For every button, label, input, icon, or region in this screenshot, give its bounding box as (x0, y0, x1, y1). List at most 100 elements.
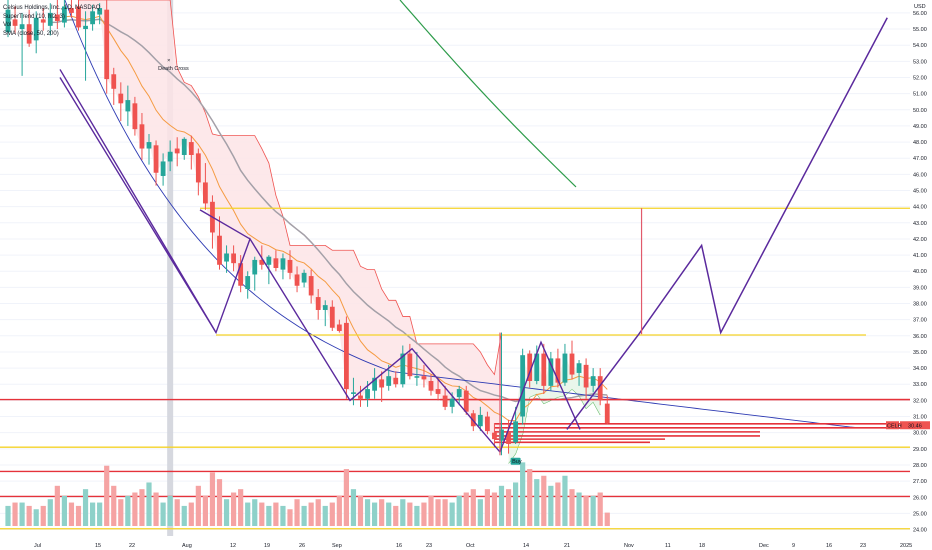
volume-bar (597, 492, 603, 526)
volume-bar (90, 502, 96, 526)
price-tick-label: 48.00 (913, 140, 927, 146)
volume-bar (54, 485, 60, 526)
price-tick-label: 27.00 (913, 479, 927, 485)
candle-body (358, 395, 363, 399)
candle-body (421, 376, 427, 380)
volume-bar (26, 505, 32, 526)
chart-legend: Celsius Holdings, Inc., 1D, NASDAQ Super… (3, 4, 100, 38)
time-tick-label: 22 (129, 543, 135, 549)
price-tick-label: 53.00 (913, 59, 927, 65)
candle-body (259, 259, 265, 265)
volume-bar (435, 499, 441, 526)
candle-body (69, 8, 74, 13)
candle-body (548, 358, 554, 386)
volume-bar (167, 495, 173, 526)
price-tick-label: 42.00 (913, 237, 927, 243)
price-tick-label: 24.00 (913, 528, 927, 534)
candle-body (224, 253, 229, 262)
time-tick-label: Oct (466, 543, 475, 549)
price-tick-label: 50.00 (913, 108, 927, 114)
volume-bar (125, 495, 131, 526)
volume-bar (245, 502, 251, 526)
price-axis: USD 24.00 25.00 26.00 27.00 28.00 29.00 30.00 31… (886, 0, 932, 550)
price-tick-label: 28.00 (913, 463, 927, 469)
price-tick-label: 25.00 (913, 511, 927, 517)
candle-body (562, 353, 568, 383)
volume-bar (421, 502, 427, 526)
candles (5, 0, 610, 456)
price-tag-label: 30.46 (908, 424, 922, 430)
volume-bar (19, 502, 25, 526)
volume-bar (498, 485, 505, 526)
candle-body (365, 389, 370, 399)
time-tick-label: 9 (792, 543, 795, 549)
candle-body (273, 258, 279, 268)
candle-body (569, 353, 575, 375)
candle-body (527, 353, 533, 382)
candle-body (492, 432, 497, 440)
death-cross-band (167, 0, 174, 536)
candle-body (62, 6, 67, 23)
price-tick-label: 29.00 (913, 447, 927, 453)
candle-body (294, 274, 300, 286)
candle-body (336, 324, 342, 331)
volume-bar (111, 485, 117, 526)
candle-body (372, 377, 377, 391)
volume-bar (491, 492, 498, 526)
volume-bar (160, 502, 166, 526)
price-tick-label: 37.00 (913, 318, 927, 324)
volume-bar (336, 495, 342, 526)
price-tick-label: 31.00 (913, 415, 927, 421)
candle-body (40, 19, 46, 23)
candle-body (160, 161, 166, 176)
volume-bar (68, 502, 75, 526)
volume-bar (562, 475, 568, 526)
candle-body (520, 355, 526, 417)
volume-bar (505, 489, 512, 526)
candle-body (301, 272, 307, 283)
volume-bar (266, 505, 272, 526)
candle-body (203, 182, 208, 204)
candle-body (322, 305, 328, 310)
candle-body (287, 259, 293, 273)
candle-body (555, 358, 561, 383)
price-tick-label: 56.00 (913, 11, 927, 17)
price-tick-label: 55.00 (913, 27, 927, 33)
time-tick-label: 12 (230, 543, 236, 549)
volume-bar (287, 509, 293, 526)
volume-bar (400, 499, 406, 526)
volume-bar (104, 465, 110, 526)
candle-body (407, 353, 413, 377)
legend-volume: Vol (3, 22, 12, 28)
candle-body (442, 395, 448, 407)
legend-sma: SMA (close, 50, 200) (3, 30, 59, 37)
price-tick-label: 46.00 (913, 172, 927, 178)
volume-bar (153, 492, 159, 526)
time-tick-label: 11 (665, 543, 671, 549)
time-tick-label: 2025 (900, 543, 912, 549)
candle-body (12, 19, 18, 26)
volume-bars (5, 462, 610, 526)
price-tick-label: 26.00 (913, 495, 927, 501)
buy-label: Buy (512, 459, 522, 465)
volume-bar (132, 492, 138, 526)
volume-bar (231, 492, 237, 526)
death-cross-x: × (167, 58, 170, 64)
volume-bar (40, 505, 46, 526)
candle-body (590, 376, 596, 386)
legend-symbol: Celsius Holdings, Inc., 1D, NASDAQ (3, 5, 101, 11)
volume-bar (301, 505, 307, 526)
price-tick-label: 44.00 (913, 205, 927, 211)
volume-bar (216, 479, 223, 526)
candle-body (344, 322, 349, 390)
candle-body (351, 392, 356, 394)
volume-bar (12, 502, 18, 526)
volume-bar (484, 489, 490, 526)
supertrend-band (78, 0, 502, 440)
price-tag-bg (900, 421, 930, 430)
volume-bar (5, 505, 11, 526)
candle-body (231, 253, 236, 264)
volume-bar (414, 505, 420, 526)
